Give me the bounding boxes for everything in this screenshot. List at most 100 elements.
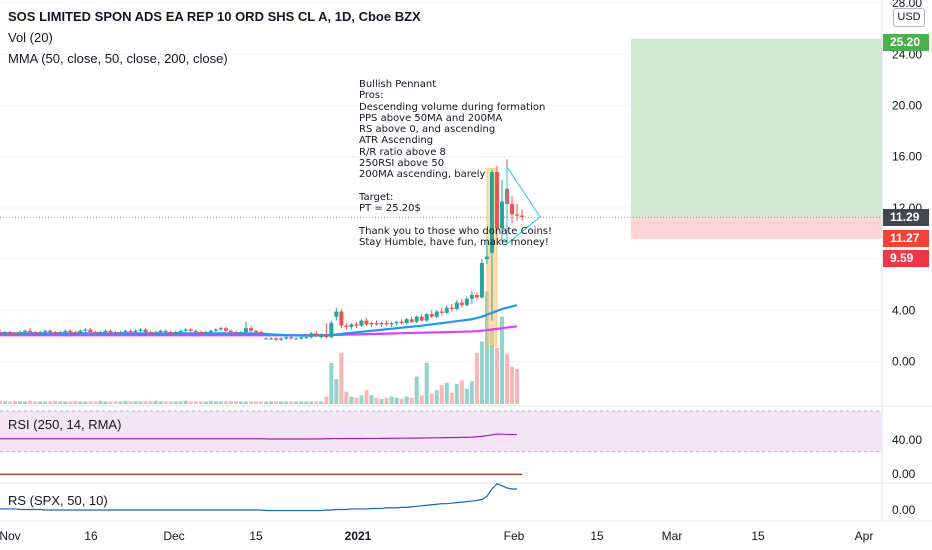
volume-bar <box>163 401 168 404</box>
currency-button[interactable]: USD <box>893 8 925 27</box>
annotation-line: Target: <box>359 191 394 203</box>
candle-body <box>515 214 520 216</box>
volume-bar <box>158 401 163 404</box>
volume-bar <box>444 382 449 404</box>
candle-body <box>13 333 18 335</box>
candle-body <box>53 332 58 334</box>
candle-body <box>319 334 324 338</box>
volume-bar <box>364 390 369 404</box>
candle-body <box>279 338 284 340</box>
annotation-line: Pros: <box>359 90 384 102</box>
candle-body <box>148 332 153 334</box>
candle-body <box>238 332 243 334</box>
volume-bar <box>28 400 33 404</box>
ma200-line <box>0 325 518 337</box>
volume-bar <box>53 400 58 404</box>
volume-bar <box>198 401 203 404</box>
candle-body <box>33 332 38 334</box>
candle-body <box>153 332 158 334</box>
candle-body <box>73 332 78 334</box>
candle-body <box>454 302 459 310</box>
candle-body <box>429 314 434 317</box>
mma-indicator-label[interactable]: MMA (50, close, 50, close, 200, close) <box>8 51 228 66</box>
volume-bar <box>113 401 118 404</box>
volume-bar <box>439 385 444 404</box>
volume-bar <box>369 395 374 404</box>
volume-bar <box>203 401 208 404</box>
volume-bar <box>249 401 253 404</box>
volume-bar <box>128 401 133 404</box>
volume-bar <box>279 401 284 404</box>
rs-line <box>0 483 518 512</box>
candle-body <box>188 329 193 331</box>
volume-bar <box>33 401 38 404</box>
candle-body <box>113 332 118 334</box>
volume-bar <box>178 401 183 404</box>
candle-body <box>254 330 259 333</box>
candle-body <box>274 338 279 340</box>
candle-body <box>339 311 344 326</box>
candle-body <box>63 330 68 333</box>
rsi-indicator-label[interactable]: RSI (250, 14, RMA) <box>8 417 122 432</box>
candle-body <box>389 323 394 325</box>
volume-bar <box>419 395 424 404</box>
volume-bar <box>148 401 153 404</box>
candle-body <box>394 321 399 324</box>
candle-body <box>344 325 349 327</box>
volume-bar <box>93 401 98 404</box>
candle-body <box>289 337 294 339</box>
rsi-tick-label: 40.00 <box>892 433 922 447</box>
candle-body <box>484 256 489 260</box>
volume-bar <box>254 401 259 404</box>
rs-indicator-label[interactable]: RS (SPX, 50, 10) <box>8 493 108 508</box>
annotation-line: PPS above 50MA and 200MA <box>359 112 503 124</box>
candle-body <box>18 332 23 335</box>
candle-body <box>198 332 203 334</box>
candle-body <box>78 330 83 334</box>
volume-bar <box>38 401 43 404</box>
candle-body <box>108 330 113 333</box>
volume-bar <box>118 401 123 404</box>
annotation-line: 250RSI above 50 <box>359 158 445 170</box>
candle-body <box>228 330 233 333</box>
candle-body <box>464 298 469 306</box>
candle-body <box>28 330 33 333</box>
candle-body <box>434 311 439 317</box>
volume-bar <box>143 401 148 404</box>
volume-bar <box>48 401 53 404</box>
volume-bar <box>173 401 178 404</box>
candle-body <box>98 332 103 334</box>
volume-bar <box>389 396 394 404</box>
candle-body <box>133 330 138 333</box>
chart-title: SOS LIMITED SPON ADS EA REP 10 ORD SHS C… <box>8 9 421 24</box>
volume-bar <box>374 397 379 404</box>
candle-body <box>510 204 515 215</box>
candle-body <box>83 329 88 331</box>
volume-indicator-label[interactable]: Vol (20) <box>8 30 53 45</box>
volume-bar <box>138 401 143 404</box>
candle-body <box>143 329 148 333</box>
candle-body <box>354 324 359 326</box>
candle-body <box>93 332 98 334</box>
candle-body <box>374 323 379 325</box>
candle-body <box>494 172 499 229</box>
candle-body <box>449 307 454 310</box>
entry-price-tag: 11.27 <box>883 230 929 247</box>
candle-body <box>158 330 163 333</box>
candle-body <box>58 332 63 334</box>
volume-bar <box>68 401 73 404</box>
volume-bar <box>464 389 469 404</box>
volume-bar <box>23 401 28 404</box>
candle-body <box>223 328 228 331</box>
volume-bar <box>63 401 68 404</box>
candle-body <box>489 172 494 253</box>
volume-bar <box>228 401 233 404</box>
candle-body <box>359 320 364 326</box>
rsi-line <box>0 433 518 440</box>
candle-body <box>163 330 168 333</box>
candle-body <box>474 294 479 298</box>
candle-body <box>208 330 213 333</box>
price-tick-label: 0.00 <box>892 355 916 369</box>
candle-body <box>294 338 299 340</box>
target-price-tag: 25.20 <box>883 34 929 51</box>
